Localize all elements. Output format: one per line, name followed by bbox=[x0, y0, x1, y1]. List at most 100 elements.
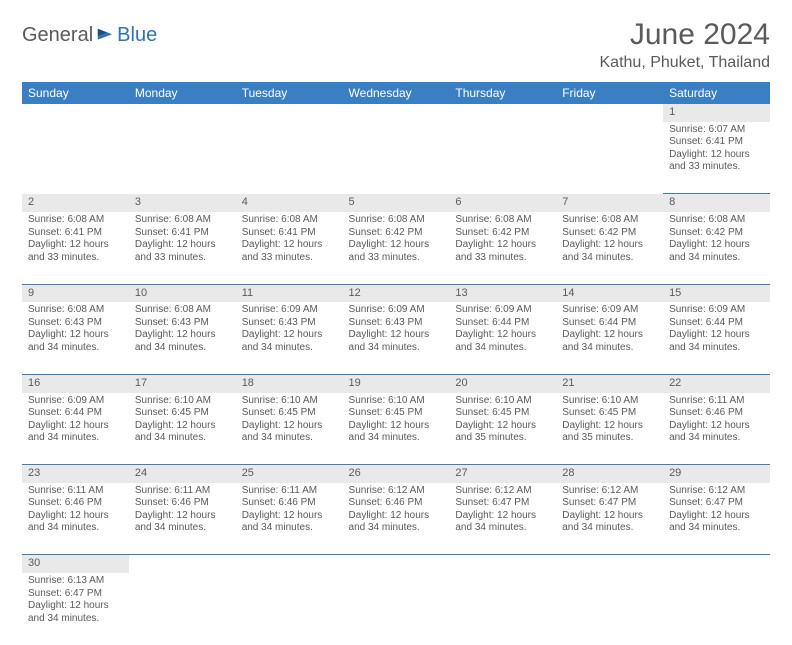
day-body-cell: Sunrise: 6:10 AMSunset: 6:45 PMDaylight:… bbox=[343, 393, 450, 465]
day-number-cell: 8 bbox=[663, 194, 770, 212]
day-number-cell bbox=[236, 104, 343, 122]
day-body-cell bbox=[556, 122, 663, 194]
sunrise-text: Sunrise: 6:09 AM bbox=[669, 304, 764, 317]
day-body-cell: Sunrise: 6:11 AMSunset: 6:46 PMDaylight:… bbox=[663, 393, 770, 465]
sunset-text: Sunset: 6:43 PM bbox=[242, 317, 337, 330]
day-body-cell bbox=[449, 573, 556, 645]
page-header: General Blue June 2024 Kathu, Phuket, Th… bbox=[22, 18, 770, 72]
day-body-cell: Sunrise: 6:10 AMSunset: 6:45 PMDaylight:… bbox=[449, 393, 556, 465]
sunrise-text: Sunrise: 6:10 AM bbox=[562, 395, 657, 408]
day-body-cell: Sunrise: 6:11 AMSunset: 6:46 PMDaylight:… bbox=[129, 483, 236, 555]
weekday-header: Wednesday bbox=[343, 82, 450, 104]
sunset-text: Sunset: 6:42 PM bbox=[669, 227, 764, 240]
day-body-cell bbox=[22, 122, 129, 194]
day-number-cell: 15 bbox=[663, 284, 770, 302]
day-body-cell: Sunrise: 6:12 AMSunset: 6:47 PMDaylight:… bbox=[663, 483, 770, 555]
daylight-text: Daylight: 12 hours bbox=[135, 239, 230, 252]
day-number-row: 2345678 bbox=[22, 194, 770, 212]
day-body-row: Sunrise: 6:08 AMSunset: 6:41 PMDaylight:… bbox=[22, 212, 770, 284]
sunset-text: Sunset: 6:47 PM bbox=[28, 588, 123, 601]
day-body-cell: Sunrise: 6:12 AMSunset: 6:47 PMDaylight:… bbox=[556, 483, 663, 555]
day-body-cell bbox=[343, 573, 450, 645]
daylight-text: and 34 minutes. bbox=[349, 432, 444, 445]
sunrise-text: Sunrise: 6:08 AM bbox=[455, 214, 550, 227]
sunrise-text: Sunrise: 6:12 AM bbox=[349, 485, 444, 498]
daylight-text: and 34 minutes. bbox=[242, 522, 337, 535]
day-number-cell: 23 bbox=[22, 465, 129, 483]
day-number-cell bbox=[129, 104, 236, 122]
daylight-text: Daylight: 12 hours bbox=[669, 329, 764, 342]
day-body-cell: Sunrise: 6:08 AMSunset: 6:41 PMDaylight:… bbox=[236, 212, 343, 284]
sunrise-text: Sunrise: 6:09 AM bbox=[562, 304, 657, 317]
sunset-text: Sunset: 6:47 PM bbox=[562, 497, 657, 510]
weekday-header: Friday bbox=[556, 82, 663, 104]
sunset-text: Sunset: 6:42 PM bbox=[455, 227, 550, 240]
sunset-text: Sunset: 6:45 PM bbox=[562, 407, 657, 420]
day-number-cell: 7 bbox=[556, 194, 663, 212]
daylight-text: Daylight: 12 hours bbox=[455, 510, 550, 523]
daylight-text: and 33 minutes. bbox=[669, 161, 764, 174]
daylight-text: Daylight: 12 hours bbox=[669, 149, 764, 162]
sunset-text: Sunset: 6:42 PM bbox=[349, 227, 444, 240]
day-number-cell: 29 bbox=[663, 465, 770, 483]
daylight-text: Daylight: 12 hours bbox=[28, 420, 123, 433]
sunrise-text: Sunrise: 6:07 AM bbox=[669, 124, 764, 137]
day-body-cell: Sunrise: 6:08 AMSunset: 6:42 PMDaylight:… bbox=[343, 212, 450, 284]
daylight-text: and 34 minutes. bbox=[669, 342, 764, 355]
sunrise-text: Sunrise: 6:12 AM bbox=[669, 485, 764, 498]
sunrise-text: Sunrise: 6:12 AM bbox=[562, 485, 657, 498]
sunset-text: Sunset: 6:46 PM bbox=[28, 497, 123, 510]
daylight-text: Daylight: 12 hours bbox=[562, 239, 657, 252]
daylight-text: and 34 minutes. bbox=[562, 252, 657, 265]
daylight-text: and 33 minutes. bbox=[28, 252, 123, 265]
daylight-text: and 34 minutes. bbox=[455, 522, 550, 535]
daylight-text: and 35 minutes. bbox=[562, 432, 657, 445]
daylight-text: Daylight: 12 hours bbox=[562, 329, 657, 342]
day-number-cell bbox=[663, 555, 770, 573]
day-number-cell: 22 bbox=[663, 374, 770, 392]
sunset-text: Sunset: 6:45 PM bbox=[242, 407, 337, 420]
day-body-cell: Sunrise: 6:11 AMSunset: 6:46 PMDaylight:… bbox=[22, 483, 129, 555]
day-body-row: Sunrise: 6:07 AMSunset: 6:41 PMDaylight:… bbox=[22, 122, 770, 194]
day-body-cell: Sunrise: 6:09 AMSunset: 6:44 PMDaylight:… bbox=[449, 302, 556, 374]
daylight-text: Daylight: 12 hours bbox=[455, 239, 550, 252]
day-body-cell bbox=[129, 573, 236, 645]
sunrise-text: Sunrise: 6:12 AM bbox=[455, 485, 550, 498]
day-number-row: 30 bbox=[22, 555, 770, 573]
sunrise-text: Sunrise: 6:09 AM bbox=[455, 304, 550, 317]
daylight-text: Daylight: 12 hours bbox=[669, 510, 764, 523]
sunset-text: Sunset: 6:46 PM bbox=[135, 497, 230, 510]
sunset-text: Sunset: 6:43 PM bbox=[135, 317, 230, 330]
day-number-cell: 5 bbox=[343, 194, 450, 212]
flag-icon bbox=[96, 27, 114, 45]
daylight-text: Daylight: 12 hours bbox=[349, 510, 444, 523]
day-number-row: 23242526272829 bbox=[22, 465, 770, 483]
day-body-cell: Sunrise: 6:13 AMSunset: 6:47 PMDaylight:… bbox=[22, 573, 129, 645]
day-body-cell: Sunrise: 6:12 AMSunset: 6:47 PMDaylight:… bbox=[449, 483, 556, 555]
day-number-cell bbox=[449, 555, 556, 573]
day-number-cell bbox=[449, 104, 556, 122]
day-body-cell bbox=[236, 573, 343, 645]
daylight-text: Daylight: 12 hours bbox=[242, 510, 337, 523]
daylight-text: and 34 minutes. bbox=[562, 342, 657, 355]
logo-text-general: General bbox=[22, 24, 93, 47]
daylight-text: Daylight: 12 hours bbox=[349, 420, 444, 433]
sunrise-text: Sunrise: 6:09 AM bbox=[242, 304, 337, 317]
day-number-row: 9101112131415 bbox=[22, 284, 770, 302]
daylight-text: Daylight: 12 hours bbox=[455, 329, 550, 342]
day-number-cell: 16 bbox=[22, 374, 129, 392]
day-body-cell: Sunrise: 6:10 AMSunset: 6:45 PMDaylight:… bbox=[129, 393, 236, 465]
day-body-row: Sunrise: 6:09 AMSunset: 6:44 PMDaylight:… bbox=[22, 393, 770, 465]
daylight-text: and 34 minutes. bbox=[669, 522, 764, 535]
daylight-text: and 34 minutes. bbox=[562, 522, 657, 535]
daylight-text: and 34 minutes. bbox=[28, 342, 123, 355]
sunset-text: Sunset: 6:47 PM bbox=[669, 497, 764, 510]
day-number-cell bbox=[556, 104, 663, 122]
day-number-cell: 3 bbox=[129, 194, 236, 212]
sunrise-text: Sunrise: 6:08 AM bbox=[28, 214, 123, 227]
sunset-text: Sunset: 6:46 PM bbox=[242, 497, 337, 510]
day-body-cell bbox=[556, 573, 663, 645]
sunrise-text: Sunrise: 6:10 AM bbox=[455, 395, 550, 408]
weekday-header: Sunday bbox=[22, 82, 129, 104]
day-number-cell bbox=[129, 555, 236, 573]
